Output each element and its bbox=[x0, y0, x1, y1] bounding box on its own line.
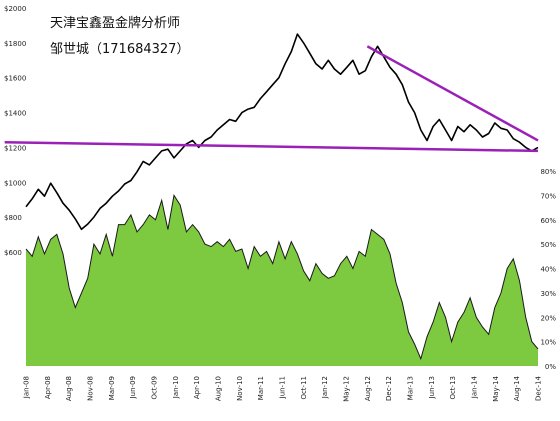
x-tick-label: Mar-13 bbox=[407, 376, 415, 400]
right-tick-label: 10% bbox=[540, 339, 556, 347]
x-tick-label: Aug-14 bbox=[513, 375, 521, 401]
x-tick-label: Oct-09 bbox=[151, 376, 159, 400]
right-tick-label: 50% bbox=[540, 241, 556, 249]
left-tick-label: $600 bbox=[4, 249, 22, 257]
x-tick-label: Oct-11 bbox=[300, 376, 308, 400]
x-tick-label: Apr-10 bbox=[193, 376, 201, 399]
right-axis: 0% 10% 20% 30% 40% 50% 60% 70% 80% bbox=[540, 168, 556, 371]
x-tick-label: Mar-09 bbox=[108, 376, 116, 400]
x-tick-label: Jun-09 bbox=[129, 376, 137, 399]
x-axis: Jan-08 Apr-08 Aug-08 Nov-08 Mar-09 Jun-09 Oct-… bbox=[23, 375, 543, 401]
x-tick-label: Dec-12 bbox=[385, 376, 393, 401]
x-tick-label: Aug-10 bbox=[215, 376, 223, 401]
x-tick-label: May-14 bbox=[492, 375, 500, 401]
left-tick-label: $1400 bbox=[4, 110, 26, 118]
percent-area-series bbox=[25, 194, 539, 366]
x-tick-label: Jan-14 bbox=[471, 375, 479, 399]
percent-area-outline bbox=[25, 194, 539, 361]
price-line-series bbox=[25, 33, 539, 231]
right-tick-label: 40% bbox=[540, 266, 556, 274]
x-tick-label: Jan-08 bbox=[23, 376, 31, 399]
x-tick-label: Aug-08 bbox=[65, 376, 73, 401]
trendline bbox=[4, 140, 539, 153]
x-tick-label: Jan-12 bbox=[321, 376, 329, 399]
right-tick-label: 30% bbox=[540, 290, 556, 298]
right-tick-label: 70% bbox=[540, 192, 556, 200]
x-tick-label: Jun-11 bbox=[279, 376, 287, 399]
x-tick-label: Nov-08 bbox=[87, 376, 95, 401]
left-tick-label: $1000 bbox=[4, 179, 26, 187]
watermark-line-2: 邹世城（171684327） bbox=[50, 42, 190, 57]
left-tick-label: $1800 bbox=[4, 40, 26, 48]
percent-area-fill bbox=[26, 195, 538, 366]
right-tick-label: 80% bbox=[540, 168, 556, 176]
left-tick-label: $800 bbox=[4, 214, 22, 222]
x-tick-label: Jan-10 bbox=[172, 376, 180, 399]
trendlines bbox=[4, 45, 539, 153]
x-tick-label: Jun-13 bbox=[428, 376, 436, 399]
x-tick-label: Oct-13 bbox=[449, 376, 457, 400]
right-tick-label: 60% bbox=[540, 217, 556, 225]
trendline bbox=[366, 45, 539, 142]
x-tick-label: Mar-11 bbox=[257, 376, 265, 400]
right-tick-label: 0% bbox=[545, 363, 556, 371]
left-tick-label: $2000 bbox=[4, 5, 26, 13]
x-tick-label: Aug-12 bbox=[364, 376, 372, 401]
x-tick-label: Apr-08 bbox=[44, 376, 52, 399]
x-tick-label: Nov-10 bbox=[236, 376, 244, 401]
watermark-line-1: 天津宝鑫盈金牌分析师 bbox=[50, 16, 181, 31]
price-line bbox=[25, 33, 539, 231]
x-tick-label: Dec-14 bbox=[535, 375, 543, 401]
left-tick-label: $1200 bbox=[4, 144, 26, 152]
right-tick-label: 20% bbox=[540, 314, 556, 322]
x-tick-label: May-12 bbox=[343, 376, 351, 402]
left-axis: $600 $800 $1000 $1200 $1400 $1600 $1800 $2000 bbox=[4, 5, 26, 257]
left-tick-label: $1600 bbox=[4, 75, 26, 83]
